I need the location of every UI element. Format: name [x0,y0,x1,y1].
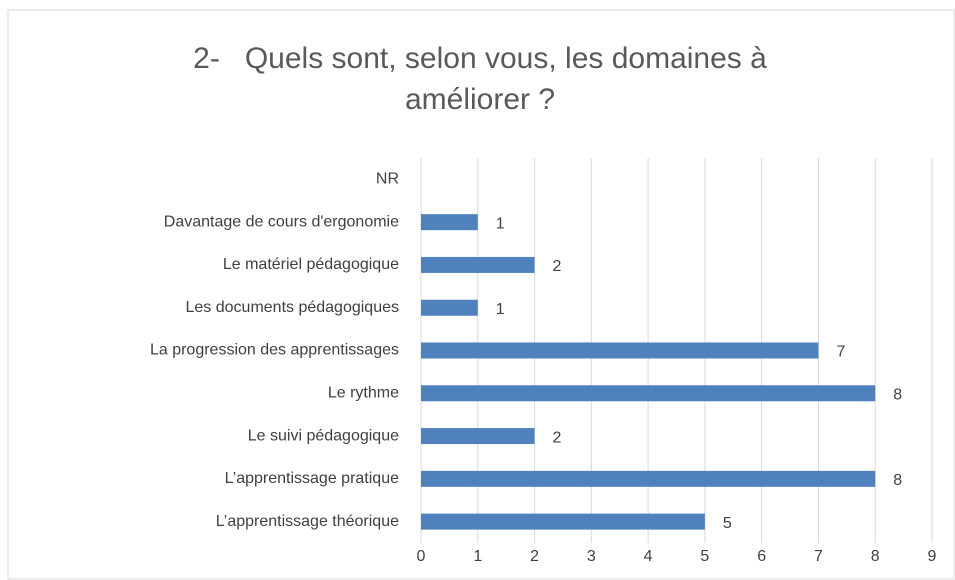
bar [421,214,478,231]
x-tick-label: 7 [814,548,823,565]
chart-border [7,9,955,580]
y-tick-label: NR [376,171,399,188]
x-tick-label: 3 [587,548,596,565]
data-label: 5 [723,515,732,532]
y-tick-label: Davantage de cours d'ergonomie [164,213,399,230]
y-tick-label: Le rythme [328,384,399,401]
data-label: 1 [496,215,505,232]
y-tick-label: Le suivi pédagogique [248,427,399,444]
bar [421,470,876,487]
bar [421,385,876,402]
bar [421,299,478,316]
x-tick-label: 6 [757,548,766,565]
bar [421,428,535,445]
x-tick-label: 9 [928,548,937,565]
data-label: 7 [836,344,845,361]
data-label: 8 [893,386,902,403]
x-tick-label: 1 [473,548,482,565]
x-tick-label: 8 [871,548,880,565]
bar [421,256,535,273]
x-tick-label: 5 [700,548,709,565]
data-label: 2 [553,258,562,275]
y-tick-label: Le matériel pédagogique [223,256,399,273]
bar [421,513,705,530]
x-tick-label: 4 [644,548,653,565]
y-tick-label: Les documents pédagogiques [186,299,400,316]
y-tick-label: La progression des apprentissages [150,342,399,359]
y-tick-label: L’apprentissage pratique [225,470,399,487]
data-label: 2 [553,429,562,446]
x-tick-label: 0 [417,548,426,565]
data-label: 8 [893,472,902,489]
chart-title: 2- Quels sont, selon vous, les domaines … [193,42,776,116]
x-tick-label: 2 [530,548,539,565]
bar [421,342,819,359]
data-label: 1 [496,301,505,318]
y-tick-label: L’apprentissage théorique [216,513,399,530]
